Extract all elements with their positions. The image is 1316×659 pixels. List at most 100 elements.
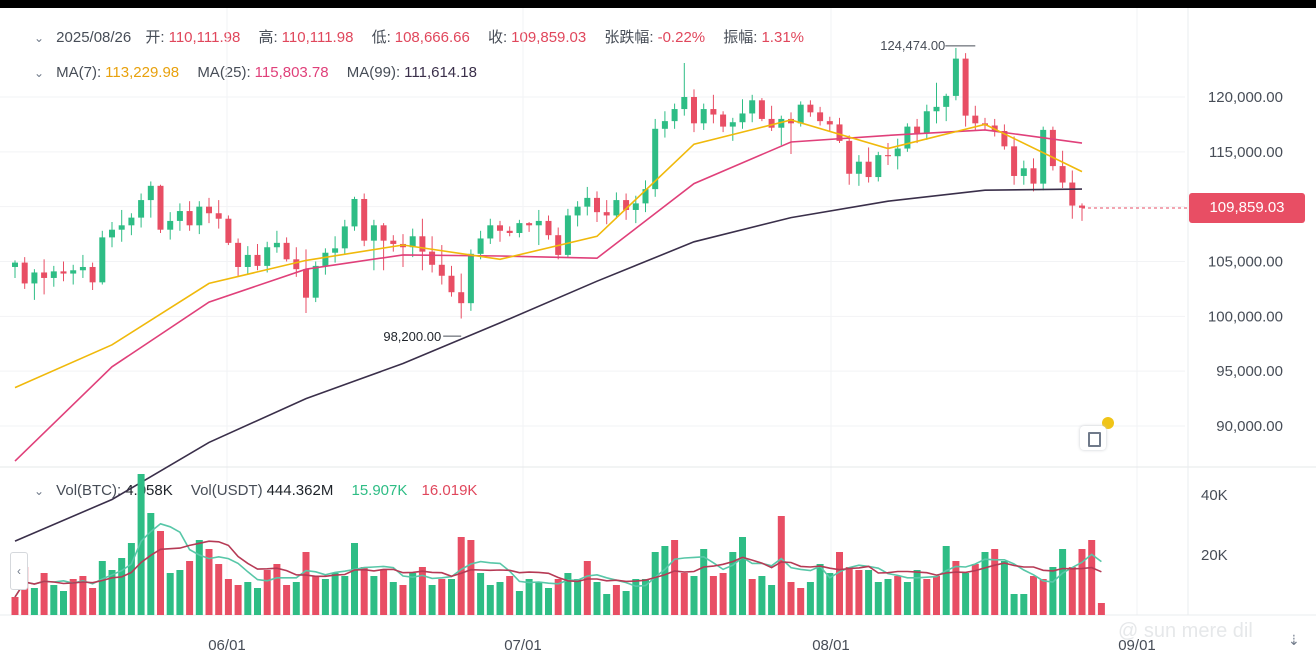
ma7-line	[14, 119, 1083, 389]
candle-body	[176, 211, 183, 221]
candle-body	[1079, 205, 1085, 208]
candle-body	[739, 113, 746, 123]
candle-body	[574, 206, 581, 216]
volume-bar	[273, 564, 281, 615]
volume-bar	[486, 585, 494, 615]
candle-body	[972, 115, 979, 124]
volume-bar	[399, 585, 407, 615]
volume-bar	[389, 582, 397, 615]
volume-bar	[554, 579, 562, 615]
volume-bar	[1000, 561, 1008, 615]
candle-body	[855, 161, 862, 174]
candle-body	[749, 100, 756, 114]
volume-bar	[118, 558, 126, 615]
volume-bar	[40, 573, 48, 615]
candle-body	[962, 58, 969, 116]
vol-btc-value: 4.058K	[125, 482, 173, 499]
candle-body	[729, 122, 736, 127]
volume-bar	[69, 579, 77, 615]
candle-body	[41, 272, 48, 278]
ma99-label: MA(99):	[346, 64, 401, 81]
volume-bar	[913, 570, 921, 615]
candle-body	[419, 236, 426, 252]
candle-body	[477, 238, 484, 254]
volume-bar	[535, 582, 543, 615]
volume-bar	[30, 588, 38, 615]
candle-body	[526, 223, 533, 226]
change-label: 张跌幅:	[604, 29, 654, 46]
candle-body	[380, 225, 387, 241]
candle-body	[661, 121, 668, 129]
candle-body	[594, 197, 600, 213]
volume-bar	[166, 573, 174, 615]
candle-body	[652, 128, 659, 190]
candle-body	[341, 226, 348, 249]
candle-body	[351, 198, 358, 227]
volume-bar	[952, 561, 960, 615]
candle-body	[671, 109, 678, 122]
volume-bar	[147, 513, 155, 615]
chevron-down-icon[interactable]: ⌄	[34, 31, 45, 45]
volume-bar	[719, 573, 727, 615]
volume-bar	[991, 549, 999, 615]
candle-body	[603, 212, 610, 216]
scroll-left-icon[interactable]: ‹	[10, 552, 28, 590]
top-bar	[0, 0, 1316, 8]
candle-body	[448, 275, 455, 293]
candle-body	[487, 225, 494, 239]
ma-info-row: ⌄ MA(7): 113,229.98 MA(25): 115,803.78 MA(…	[34, 64, 491, 81]
volume-bar	[855, 570, 863, 615]
volume-bar	[933, 576, 940, 615]
volume-bar	[89, 588, 97, 615]
candle-body	[506, 230, 513, 233]
volume-bar	[739, 537, 746, 615]
candle-body	[458, 292, 465, 304]
candle-body	[332, 248, 339, 253]
volume-bar	[380, 570, 388, 615]
volume-bar	[1030, 576, 1037, 615]
volume-bar	[564, 573, 572, 615]
candle-body	[254, 254, 261, 266]
volume-bar	[234, 585, 242, 615]
volume-bar	[127, 543, 135, 615]
candle-body	[914, 126, 921, 134]
candle-body	[89, 266, 96, 283]
x-tick-label: 06/01	[208, 637, 246, 654]
candle-body	[535, 220, 542, 226]
candle-body	[215, 213, 222, 219]
download-icon[interactable]: ⇣	[1288, 632, 1300, 648]
high-value: 110,111.98	[281, 29, 354, 46]
volume-bar	[690, 576, 698, 615]
chevron-down-icon[interactable]: ⌄	[34, 484, 45, 498]
volume-bar	[768, 585, 776, 615]
volume-bar	[205, 549, 213, 615]
volume-bar	[923, 579, 931, 615]
volume-bar	[331, 573, 339, 615]
volume-bar	[496, 582, 504, 615]
low-label: 低:	[371, 29, 391, 46]
volume-bar	[632, 579, 640, 615]
notes-icon[interactable]	[1080, 426, 1106, 450]
candle-body	[60, 271, 67, 274]
candle-body	[1049, 129, 1056, 167]
candle-body	[225, 218, 232, 243]
candle-body	[283, 242, 290, 260]
volume-bar	[700, 549, 708, 615]
volume-bar	[428, 585, 436, 615]
volume-bar	[176, 570, 184, 615]
candle-body	[99, 237, 106, 283]
volume-bar	[525, 579, 533, 615]
volume-bar	[321, 579, 329, 615]
candle-body	[836, 124, 843, 141]
low-annotation-label: 98,200.00	[383, 329, 441, 344]
candle-body	[167, 220, 174, 230]
candle-body	[826, 121, 833, 125]
volume-bar	[903, 582, 911, 615]
volume-bar	[962, 573, 970, 615]
vol-ma1-value: 15.907K	[351, 482, 408, 499]
chevron-down-icon[interactable]: ⌄	[34, 66, 45, 80]
volume-tick-label: 20K	[1201, 547, 1228, 564]
volume-bar	[884, 579, 892, 615]
volume-bar	[612, 585, 620, 615]
